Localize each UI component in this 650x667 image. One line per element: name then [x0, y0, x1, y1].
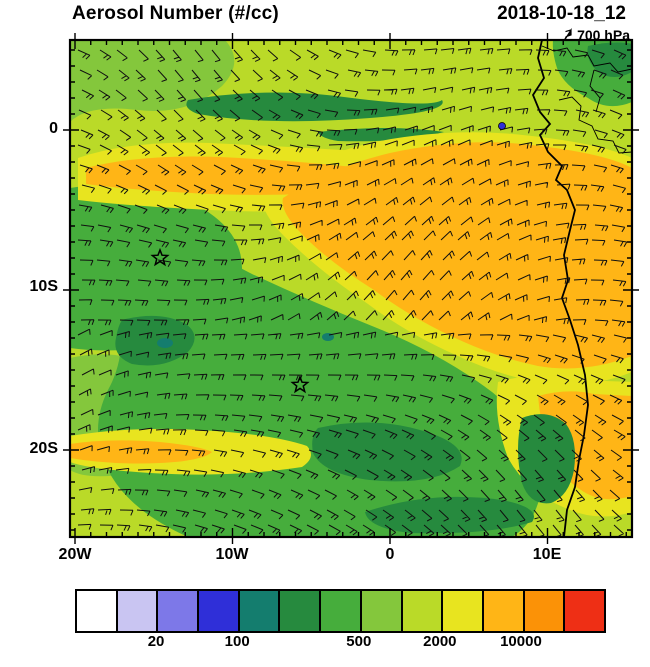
station-markers [150, 247, 310, 394]
page-title: Aerosol Number (#/cc) [72, 3, 279, 24]
map-canvas [63, 33, 639, 544]
y-axis-label: 20S [29, 440, 58, 457]
star-marker [290, 374, 310, 394]
coastline-and-borders [498, 40, 632, 537]
colorbar-label: 2000 [423, 633, 457, 650]
colorbar-cell [197, 591, 238, 631]
colorbar-cell [563, 591, 604, 631]
colorbar-cell [77, 591, 116, 631]
map-frame [68, 38, 634, 539]
coastline [531, 40, 589, 537]
star-marker [150, 247, 170, 267]
colorbar-label: 20 [147, 633, 165, 650]
colorbar-cell [319, 591, 360, 631]
colorbar [75, 589, 606, 633]
wind-barbs-layer [77, 47, 628, 537]
axis-ticks [63, 33, 639, 544]
colorbar-label: 100 [224, 633, 250, 650]
y-axis-label: 0 [49, 120, 58, 137]
wind-barb-icon [563, 28, 572, 42]
colorbar-cell [400, 591, 442, 631]
x-axis-label: 10W [215, 546, 249, 563]
country-borders [541, 45, 632, 154]
colorbar-label: 10000 [500, 633, 542, 650]
map-plot [62, 32, 640, 545]
colorbar-cell [522, 591, 564, 631]
colorbar-cell [441, 591, 482, 631]
x-axis-label: 20W [58, 546, 92, 563]
colorbar-label: 500 [346, 633, 372, 650]
colorbar-cell [359, 591, 401, 631]
colorbar-labels: 20 100 500 2000 10000 [75, 633, 602, 653]
x-axis-label: 0 [385, 546, 395, 563]
colorbar-cell [481, 591, 523, 631]
x-axis-label: 10E [532, 546, 562, 563]
colorbar-cell [156, 591, 198, 631]
y-axis-label: 10S [29, 278, 58, 295]
colorbar-cell [237, 591, 279, 631]
colorbar-cell [115, 591, 157, 631]
datetime-label: 2018-10-18_12 [497, 3, 626, 24]
colorbar-cell [278, 591, 320, 631]
